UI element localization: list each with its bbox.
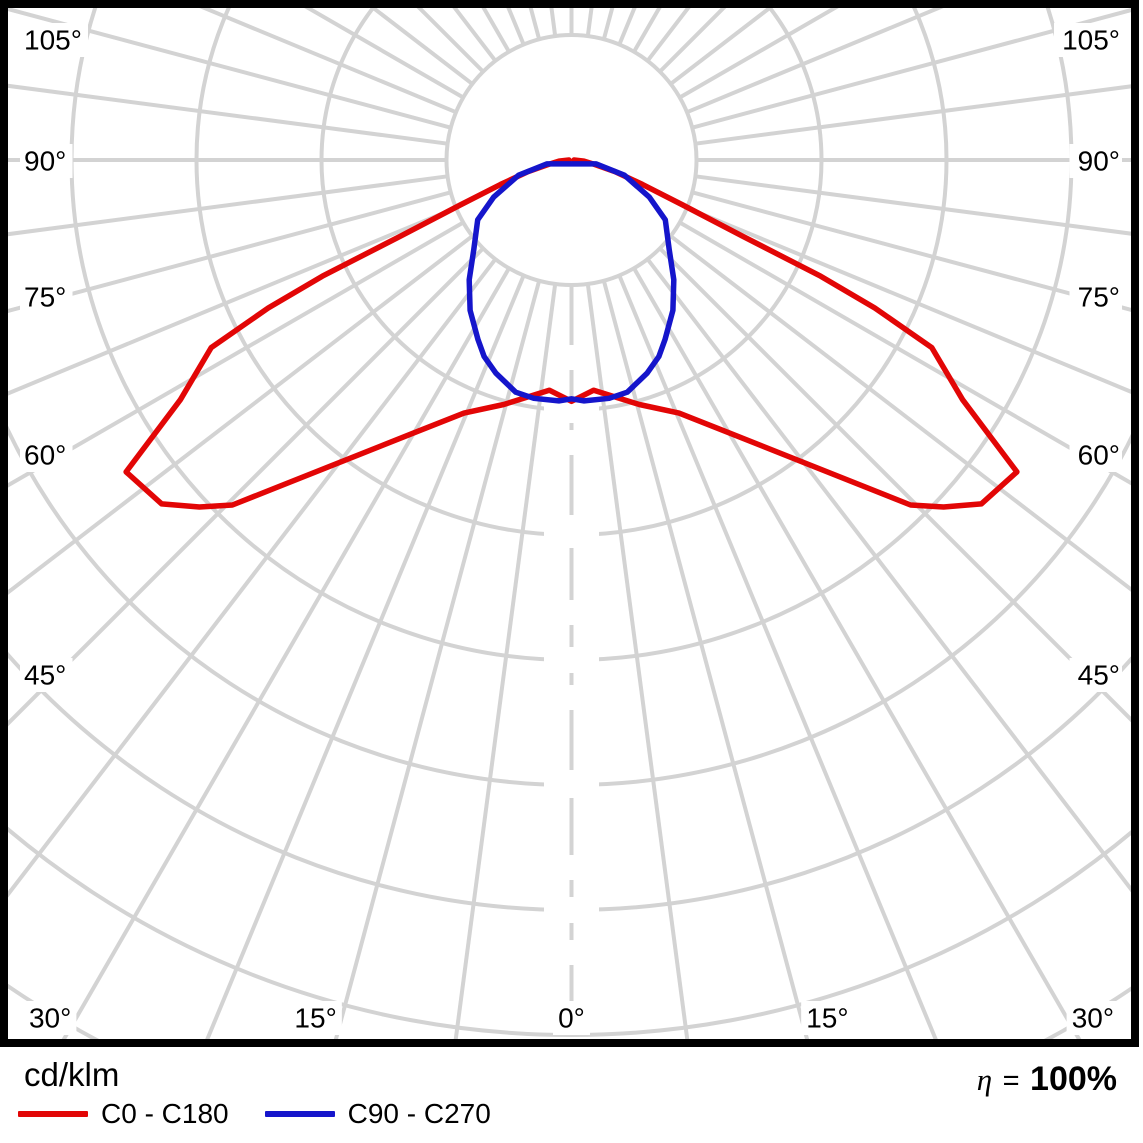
legend-label-c0-c180: C0 - C180 — [101, 1098, 229, 1129]
angle-label-bg — [801, 1001, 854, 1035]
axis-crossing-gap — [544, 522, 599, 548]
angle-label: 75° — [1078, 282, 1120, 313]
angle-label-bg — [20, 438, 73, 472]
grid-radial — [646, 257, 1135, 898]
grid-radial — [686, 205, 1135, 396]
angle-label-bg — [1069, 658, 1122, 692]
grid-radial — [585, 283, 690, 1043]
grid-radial — [686, 8, 944, 115]
grid-radial — [691, 190, 1135, 314]
grid-radial — [691, 8, 1135, 130]
grid-radial — [678, 220, 1135, 488]
grid-radial — [59, 267, 511, 1043]
legend-item-c0-c180: C0 - C180 — [18, 1098, 229, 1130]
grid-radial — [678, 8, 839, 100]
angle-label: 60° — [1078, 440, 1120, 471]
legend-swatch-c0-c180-line — [18, 1111, 88, 1117]
angle-label-bg — [20, 23, 88, 57]
grid-radial — [203, 274, 526, 1043]
grid-radial — [669, 234, 1135, 595]
angle-label: 15° — [294, 1003, 336, 1034]
angle-label: 30° — [29, 1003, 71, 1034]
axis-crossing-gap — [544, 772, 599, 798]
angle-label-bg — [20, 144, 73, 178]
angle-label: 60° — [24, 440, 66, 471]
series-c90-c270 — [466, 161, 677, 404]
efficiency-readout: η = 100% — [977, 1060, 1117, 1099]
grid-radial — [332, 280, 542, 1043]
grid-radial — [8, 234, 474, 595]
efficiency-value: 100% — [1030, 1060, 1117, 1098]
angle-label: 45° — [24, 660, 66, 691]
grid-radial — [632, 267, 1084, 1043]
legend-swatch-c90-c270-line — [264, 1111, 335, 1117]
angle-label-bg — [289, 1001, 342, 1035]
angle-label: 75° — [24, 282, 66, 313]
angle-label: 105° — [1062, 25, 1120, 56]
grid-radial — [304, 8, 465, 100]
plot-frame — [0, 0, 1139, 1047]
angle-label: 90° — [1078, 146, 1120, 177]
angle-label-bg — [553, 1001, 590, 1035]
angle-label: 105° — [24, 25, 82, 56]
efficiency-symbol: η — [976, 1062, 993, 1097]
grid-radial — [8, 190, 452, 314]
radial-unit-label: cd/klm — [24, 1056, 120, 1093]
legend-item-c90-c270: C90 - C270 — [264, 1098, 491, 1130]
grid-radial — [695, 83, 1135, 146]
angle-label: 90° — [24, 146, 66, 177]
axis-crossing-gap — [544, 647, 599, 673]
efficiency-operator: = — [1002, 1065, 1020, 1097]
angle-label: 45° — [1078, 660, 1120, 691]
angle-label: 15° — [806, 1003, 848, 1034]
grid-radial — [601, 280, 811, 1043]
grid-radial — [453, 283, 558, 1043]
grid-radial — [617, 274, 940, 1043]
grid-radial — [658, 246, 1135, 727]
angle-label: 0° — [558, 1003, 585, 1034]
grid-radial — [8, 220, 465, 488]
angle-label-bg — [1069, 280, 1122, 314]
angle-label-bg — [20, 658, 73, 692]
grid-radial — [8, 257, 497, 898]
grid-radial — [8, 246, 485, 727]
grid-radial — [8, 174, 448, 237]
grid-radial — [8, 83, 448, 146]
legend: C0 - C180 C90 - C270 — [18, 1098, 491, 1130]
angle-label: 30° — [1072, 1003, 1114, 1034]
grid-radial — [8, 205, 457, 396]
grid-radial — [199, 8, 457, 115]
legend-label-c90-c270: C90 - C270 — [347, 1098, 491, 1129]
grid-radial — [8, 8, 452, 130]
angle-label-bg — [1054, 23, 1122, 57]
grid-ring — [8, 826, 1135, 1037]
angle-label-bg — [20, 280, 73, 314]
angle-label-bg — [1066, 1001, 1120, 1035]
angle-label-bg — [23, 1001, 77, 1035]
grid-radial — [695, 174, 1135, 237]
angle-label-bg — [1069, 438, 1122, 472]
angle-label-bg — [1069, 144, 1122, 178]
axis-crossing-gap — [544, 897, 599, 923]
